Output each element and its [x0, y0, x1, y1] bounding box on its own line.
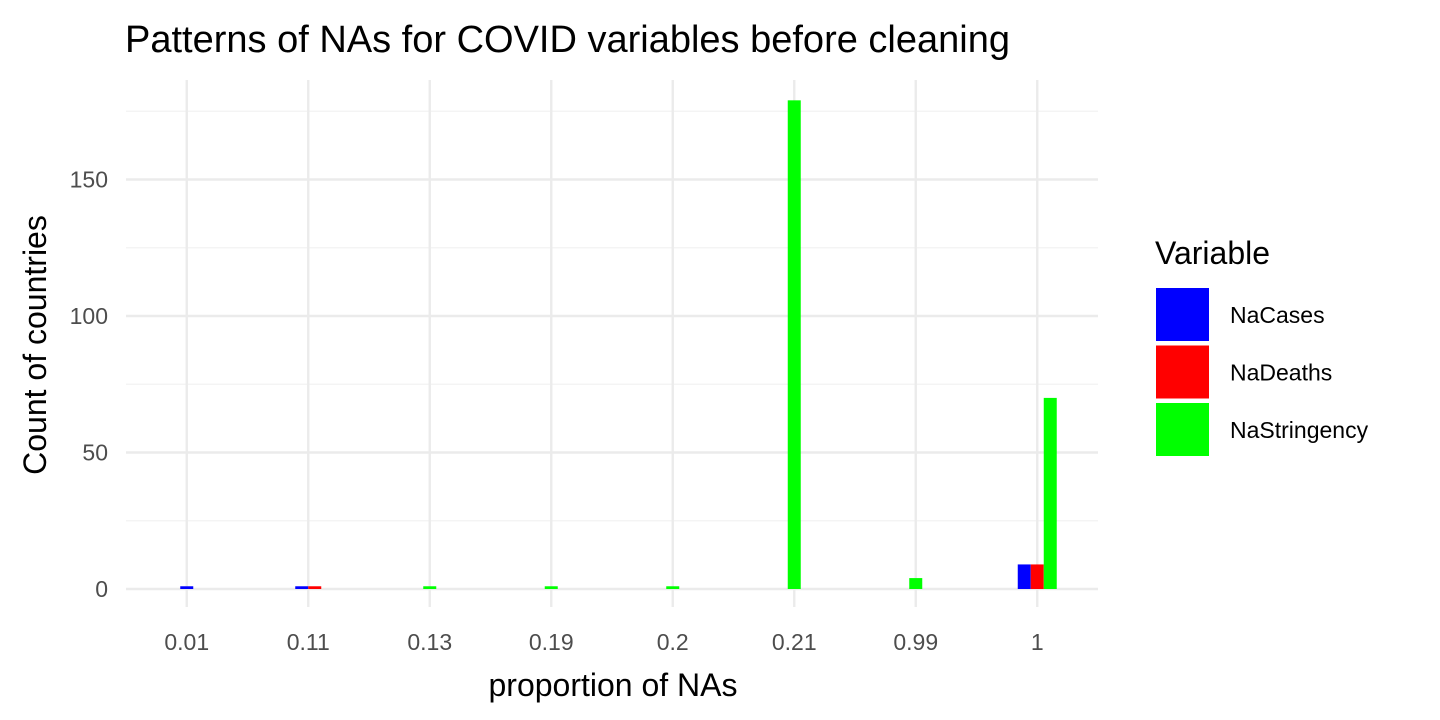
- x-tick-label-0: 0.01: [164, 629, 209, 655]
- legend-key-nacases: [1156, 288, 1209, 341]
- bar-nastringency-0_13: [423, 586, 437, 589]
- chart-title: Patterns of NAs for COVID variables befo…: [125, 19, 1010, 61]
- x-tick-label-7: 1: [1031, 629, 1044, 655]
- legend-title: Variable: [1155, 235, 1270, 271]
- legend-key-nastringency: [1156, 403, 1209, 456]
- legend-key-nadeaths: [1156, 345, 1209, 399]
- bar-nastringency-0_19: [544, 586, 558, 589]
- bar-nastringency-0_21: [787, 100, 801, 589]
- bar-nadeaths-1: [1030, 564, 1044, 589]
- x-axis-title: proportion of NAs: [488, 667, 737, 703]
- y-tick-label-0: 0: [95, 576, 108, 602]
- bar-nastringency-0_2: [666, 586, 680, 589]
- x-axis-ticks: 0.01 0.11 0.13 0.19 0.2 0.21 0.99 1: [164, 629, 1043, 655]
- legend-label-nastringency: NaStringency: [1230, 417, 1369, 443]
- legend-label-nacases: NaCases: [1230, 302, 1325, 328]
- x-tick-label-1: 0.11: [287, 629, 330, 655]
- x-tick-label-3: 0.19: [529, 629, 574, 655]
- bar-nacases-1: [1017, 564, 1031, 589]
- y-tick-label-2: 100: [70, 303, 108, 329]
- bar-nacases-0_01: [180, 586, 194, 589]
- bar-nastringency-0_99: [909, 578, 923, 589]
- x-tick-label-2: 0.13: [407, 629, 452, 655]
- gridlines: [126, 80, 1098, 607]
- bar-nacases-0_11: [295, 586, 309, 589]
- bar-nastringency-1: [1043, 397, 1057, 589]
- y-tick-label-3: 150: [70, 167, 108, 193]
- y-tick-label-1: 50: [82, 440, 108, 466]
- bar-nadeaths-0_11: [308, 586, 322, 589]
- y-axis-ticks: 0 50 100 150: [70, 167, 108, 603]
- legend-label-nadeaths: NaDeaths: [1230, 360, 1332, 386]
- x-tick-label-6: 0.99: [893, 629, 938, 655]
- y-axis-title: Count of countries: [17, 215, 53, 475]
- x-tick-label-4: 0.2: [657, 629, 689, 655]
- x-tick-label-5: 0.21: [772, 629, 817, 655]
- bars: [180, 100, 1057, 589]
- legend: NaCases NaDeaths NaStringency: [1156, 288, 1369, 456]
